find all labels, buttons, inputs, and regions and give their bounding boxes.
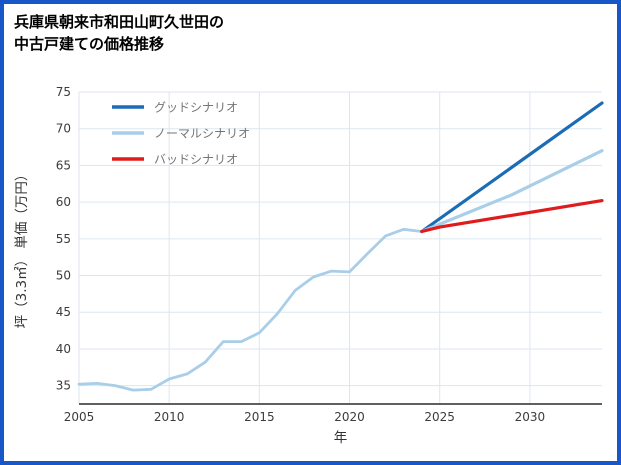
y-tick-label-65: 65 (56, 158, 71, 172)
horizontal-gridlines (79, 91, 602, 387)
legend-label-good-scenario: グッドシナリオ (154, 101, 238, 115)
line-good-scenario (420, 101, 604, 234)
vertical-gridlines (78, 92, 531, 404)
y-tick-label-55: 55 (56, 232, 71, 246)
y-tick-label-75: 75 (56, 85, 71, 99)
line-bad-scenario (420, 199, 604, 234)
x-tick-label-2005: 2005 (64, 410, 95, 424)
y-tick-label-45: 45 (56, 305, 71, 319)
y-tick-labels: 35 40 45 50 55 60 65 70 75 (56, 85, 71, 393)
x-tick-labels: 2005 2010 2015 2020 2025 2030 (64, 410, 545, 424)
y-tick-label-40: 40 (56, 342, 71, 356)
line-historical (77, 227, 424, 392)
chart-title-line1: 兵庫県朝来市和田山町久世田の (14, 13, 225, 31)
x-tick-label-2030: 2030 (515, 410, 546, 424)
x-tick-label-2010: 2010 (154, 410, 185, 424)
y-axis-label: 坪（3.3㎡） 単価（万円） (14, 168, 30, 329)
y-tick-label-35: 35 (56, 379, 71, 393)
legend-label-bad-scenario: バッドシナリオ (154, 153, 238, 167)
line-normal-scenario (420, 149, 604, 234)
y-tick-label-70: 70 (56, 122, 71, 136)
chart-title: 兵庫県朝来市和田山町久世田の 中古戸建ての価格推移 (14, 12, 224, 56)
legend-label-normal-scenario: ノーマルシナリオ (154, 127, 250, 141)
x-tick-label-2015: 2015 (244, 410, 275, 424)
x-axis-label: 年 (334, 430, 348, 446)
x-tick-label-2020: 2020 (334, 410, 365, 424)
chart-title-line2: 中古戸建ての価格推移 (14, 34, 165, 53)
y-tick-label-60: 60 (56, 195, 71, 209)
x-tick-label-2025: 2025 (424, 410, 455, 424)
y-tick-label-50: 50 (56, 269, 71, 283)
